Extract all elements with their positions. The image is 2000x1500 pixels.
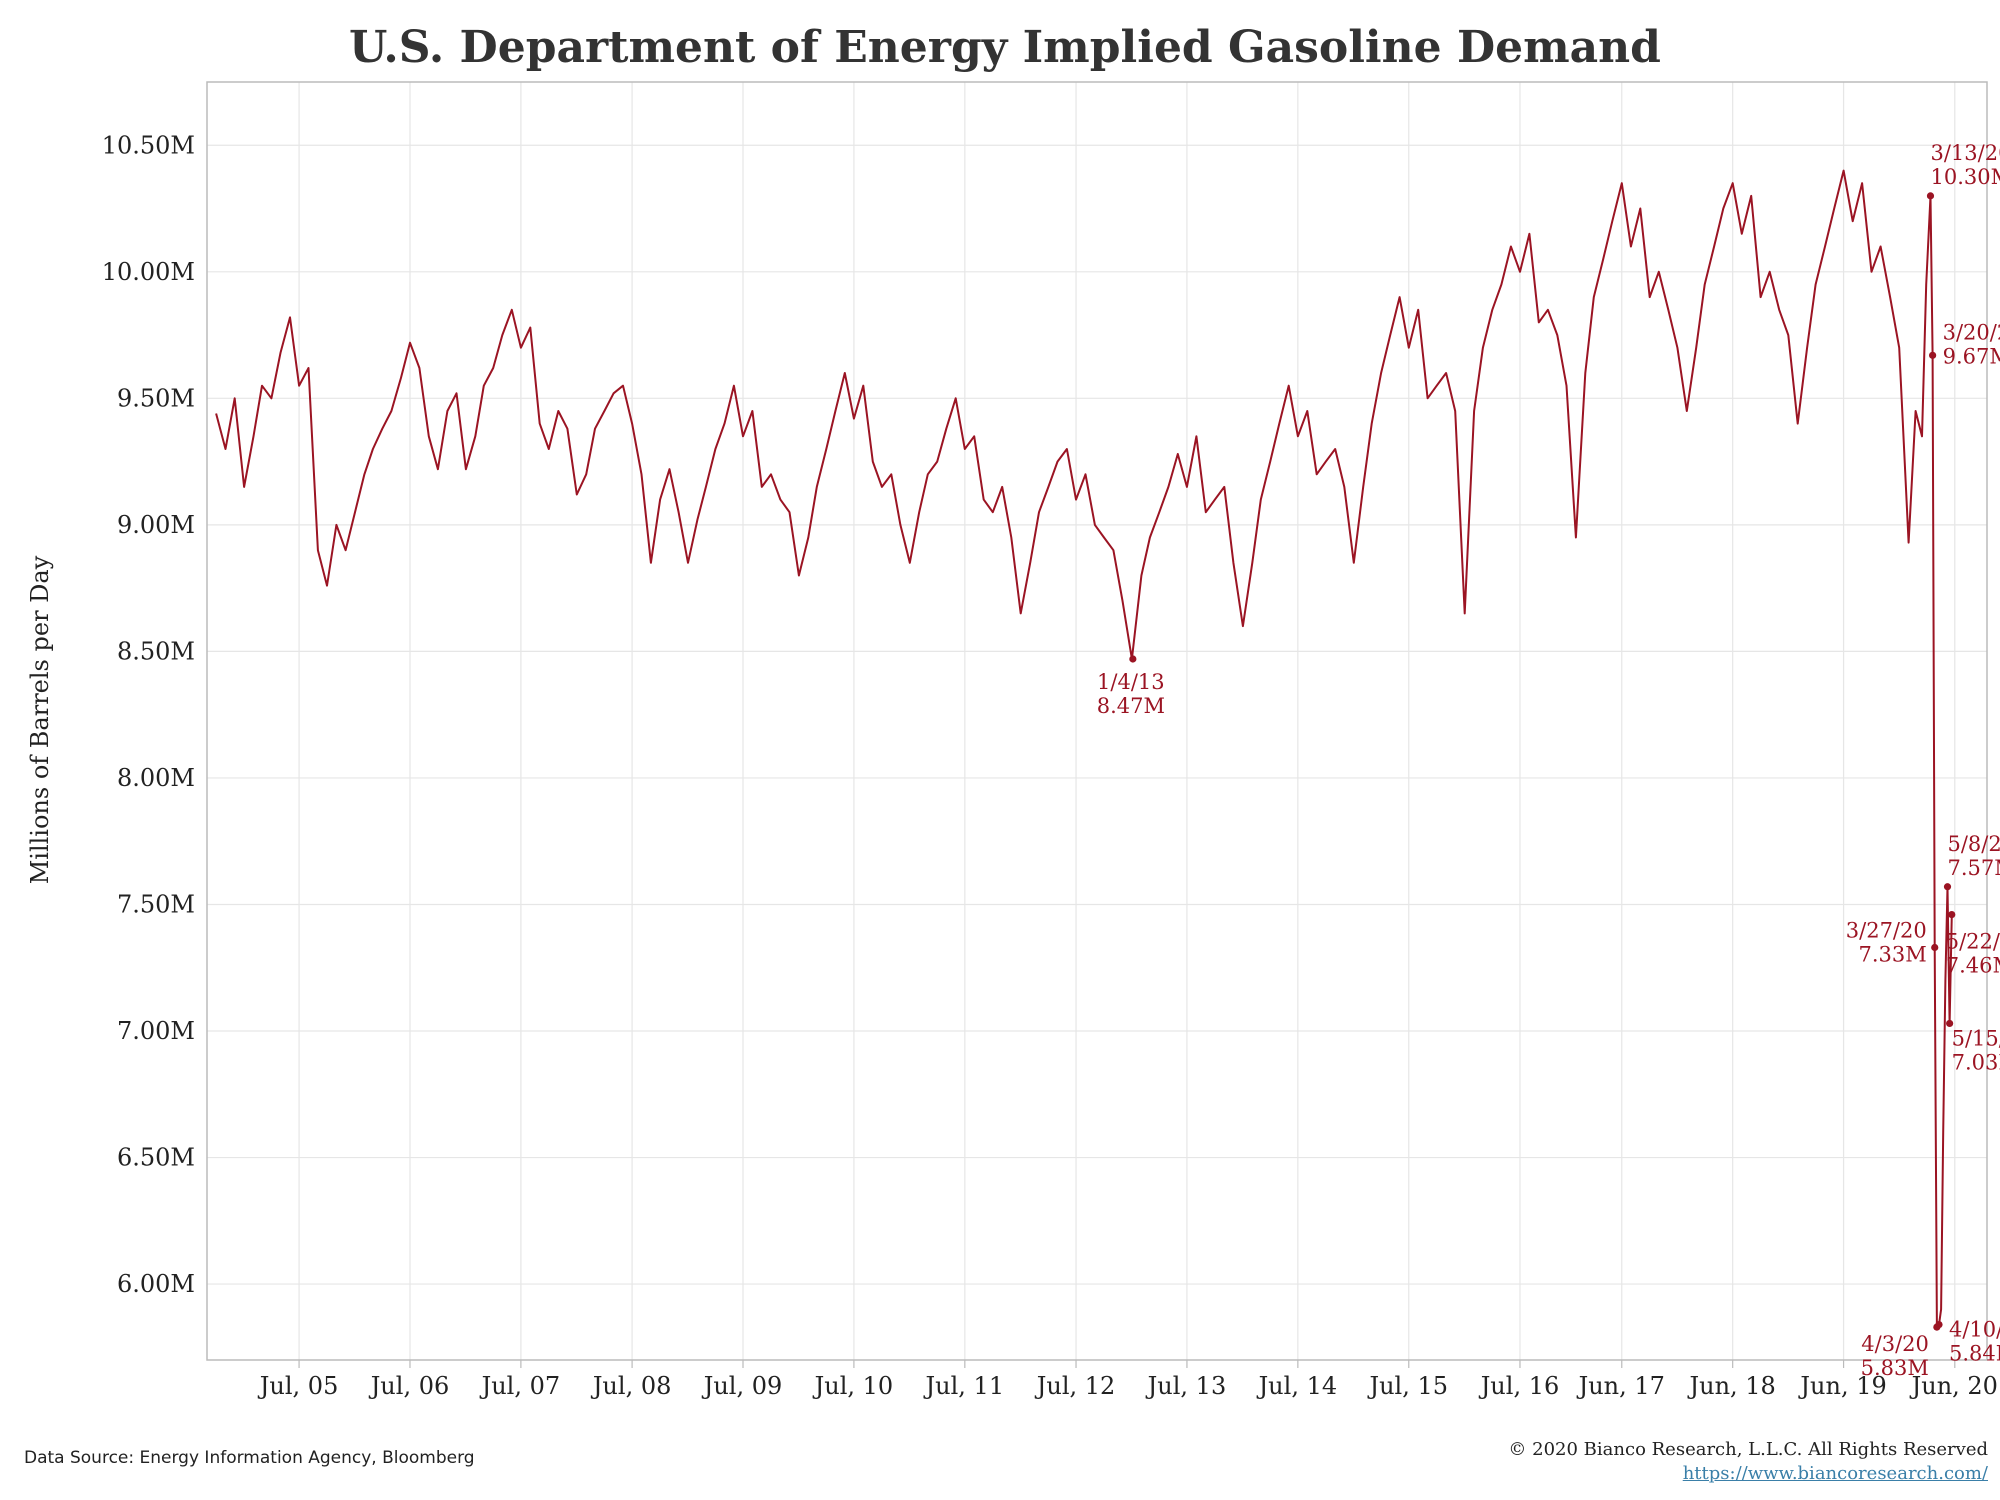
grid <box>207 82 1987 1360</box>
annotation-marker <box>1929 351 1937 359</box>
annotation-date: 5/22/20 <box>1946 930 2000 954</box>
chart-title: U.S. Department of Energy Implied Gasoli… <box>349 22 1661 73</box>
y-tick-label: 7.50M <box>117 890 195 918</box>
x-tick-label: Jul, 08 <box>590 1372 672 1400</box>
x-axis: Jul, 05 Jul, 06 Jul, 07 Jul, 08 Jul, 09 Jul, … <box>257 1360 1998 1400</box>
annotation-marker <box>1935 1320 1943 1329</box>
x-tick-label: Jul, 11 <box>923 1372 1005 1400</box>
annotation-value: 7.33M <box>1858 942 1926 966</box>
series-line-group <box>215 169 1953 1329</box>
annotation-marker <box>1129 655 1137 663</box>
y-tick-label: 9.00M <box>117 511 195 539</box>
annotation-value: 7.46M <box>1946 954 2000 978</box>
x-tick-label: Jul, 05 <box>257 1372 339 1400</box>
y-tick-label: 9.50M <box>117 384 195 412</box>
annotation-date: 3/20/20 <box>1943 320 2000 344</box>
y-tick-label: 6.00M <box>117 1270 195 1298</box>
annotation-marker <box>1943 883 1952 891</box>
annotation-date: 1/4/13 <box>1097 670 1165 694</box>
annotation-value: 10.30M <box>1930 165 2000 189</box>
x-tick-label: Jul, 10 <box>812 1372 894 1400</box>
x-tick-label: Jul, 14 <box>1256 1372 1338 1400</box>
annotation-value: 5.84M <box>1949 1342 2000 1366</box>
y-tick-label: 8.00M <box>117 764 195 792</box>
y-tick-label: 10.00M <box>102 258 195 286</box>
y-axis: 10.50M 10.00M 9.50M 9.00M 8.50M 8.00M 7.50M 7.0… <box>102 131 195 1298</box>
x-tick-label: Jun, 20 <box>1909 1372 1998 1400</box>
annotation-date: 3/27/20 <box>1846 918 1927 942</box>
annotation-date: 3/13/20 <box>1930 141 2000 165</box>
annotation-marker <box>1931 943 1939 952</box>
x-tick-label: Jul, 15 <box>1366 1372 1448 1400</box>
annotation-marker <box>1948 910 1956 919</box>
x-tick-label: Jun, 18 <box>1686 1372 1775 1400</box>
annotation-date: 4/10/20 <box>1949 1318 2000 1342</box>
annotation-value: 8.47M <box>1097 694 1165 718</box>
annotation-date: 5/8/20 <box>1947 832 2000 856</box>
annotation-value: 5.83M <box>1861 1356 1929 1380</box>
y-axis-label: Millions of Barrels per Day <box>26 555 54 884</box>
copyright-text: © 2020 Bianco Research, L.L.C. All Right… <box>1508 1439 1988 1460</box>
x-tick-label: Jul, 16 <box>1478 1372 1560 1400</box>
annotation-marker <box>1926 192 1935 200</box>
annotation-value: 7.57M <box>1947 856 2000 880</box>
y-tick-label: 10.50M <box>102 131 195 159</box>
annotation-date: 5/15/20 <box>1952 1026 2000 1050</box>
data-source-note: Data Source: Energy Information Agency, … <box>24 1448 475 1468</box>
y-tick-label: 8.50M <box>117 637 195 665</box>
annotation-value: 9.67M <box>1943 344 2000 368</box>
x-tick-label: Jul, 12 <box>1034 1372 1116 1400</box>
x-tick-label: Jul, 13 <box>1145 1372 1227 1400</box>
annotation-value: 7.03M <box>1952 1050 2000 1074</box>
series-line <box>215 169 1953 1329</box>
x-tick-label: Jul, 06 <box>368 1372 450 1400</box>
x-tick-label: Jun, 17 <box>1576 1372 1665 1400</box>
y-tick-label: 7.00M <box>117 1017 195 1045</box>
plot-frame <box>206 81 1988 1361</box>
annotation-marker <box>1946 1019 1954 1028</box>
annotation-date: 4/3/20 <box>1861 1332 1929 1356</box>
x-tick-label: Jul, 07 <box>479 1372 561 1400</box>
annotations: 1/4/138.47M 3/13/2010.30M 3/20/209.67M 3/27… <box>1097 141 2000 1380</box>
website-link[interactable]: https://www.biancoresearch.com/ <box>1682 1463 1988 1484</box>
x-tick-label: Jul, 09 <box>701 1372 783 1400</box>
y-tick-label: 6.50M <box>117 1144 195 1172</box>
copyright-block: © 2020 Bianco Research, L.L.C. All Right… <box>1508 1438 1988 1486</box>
x-tick-label: Jun, 19 <box>1797 1372 1886 1400</box>
